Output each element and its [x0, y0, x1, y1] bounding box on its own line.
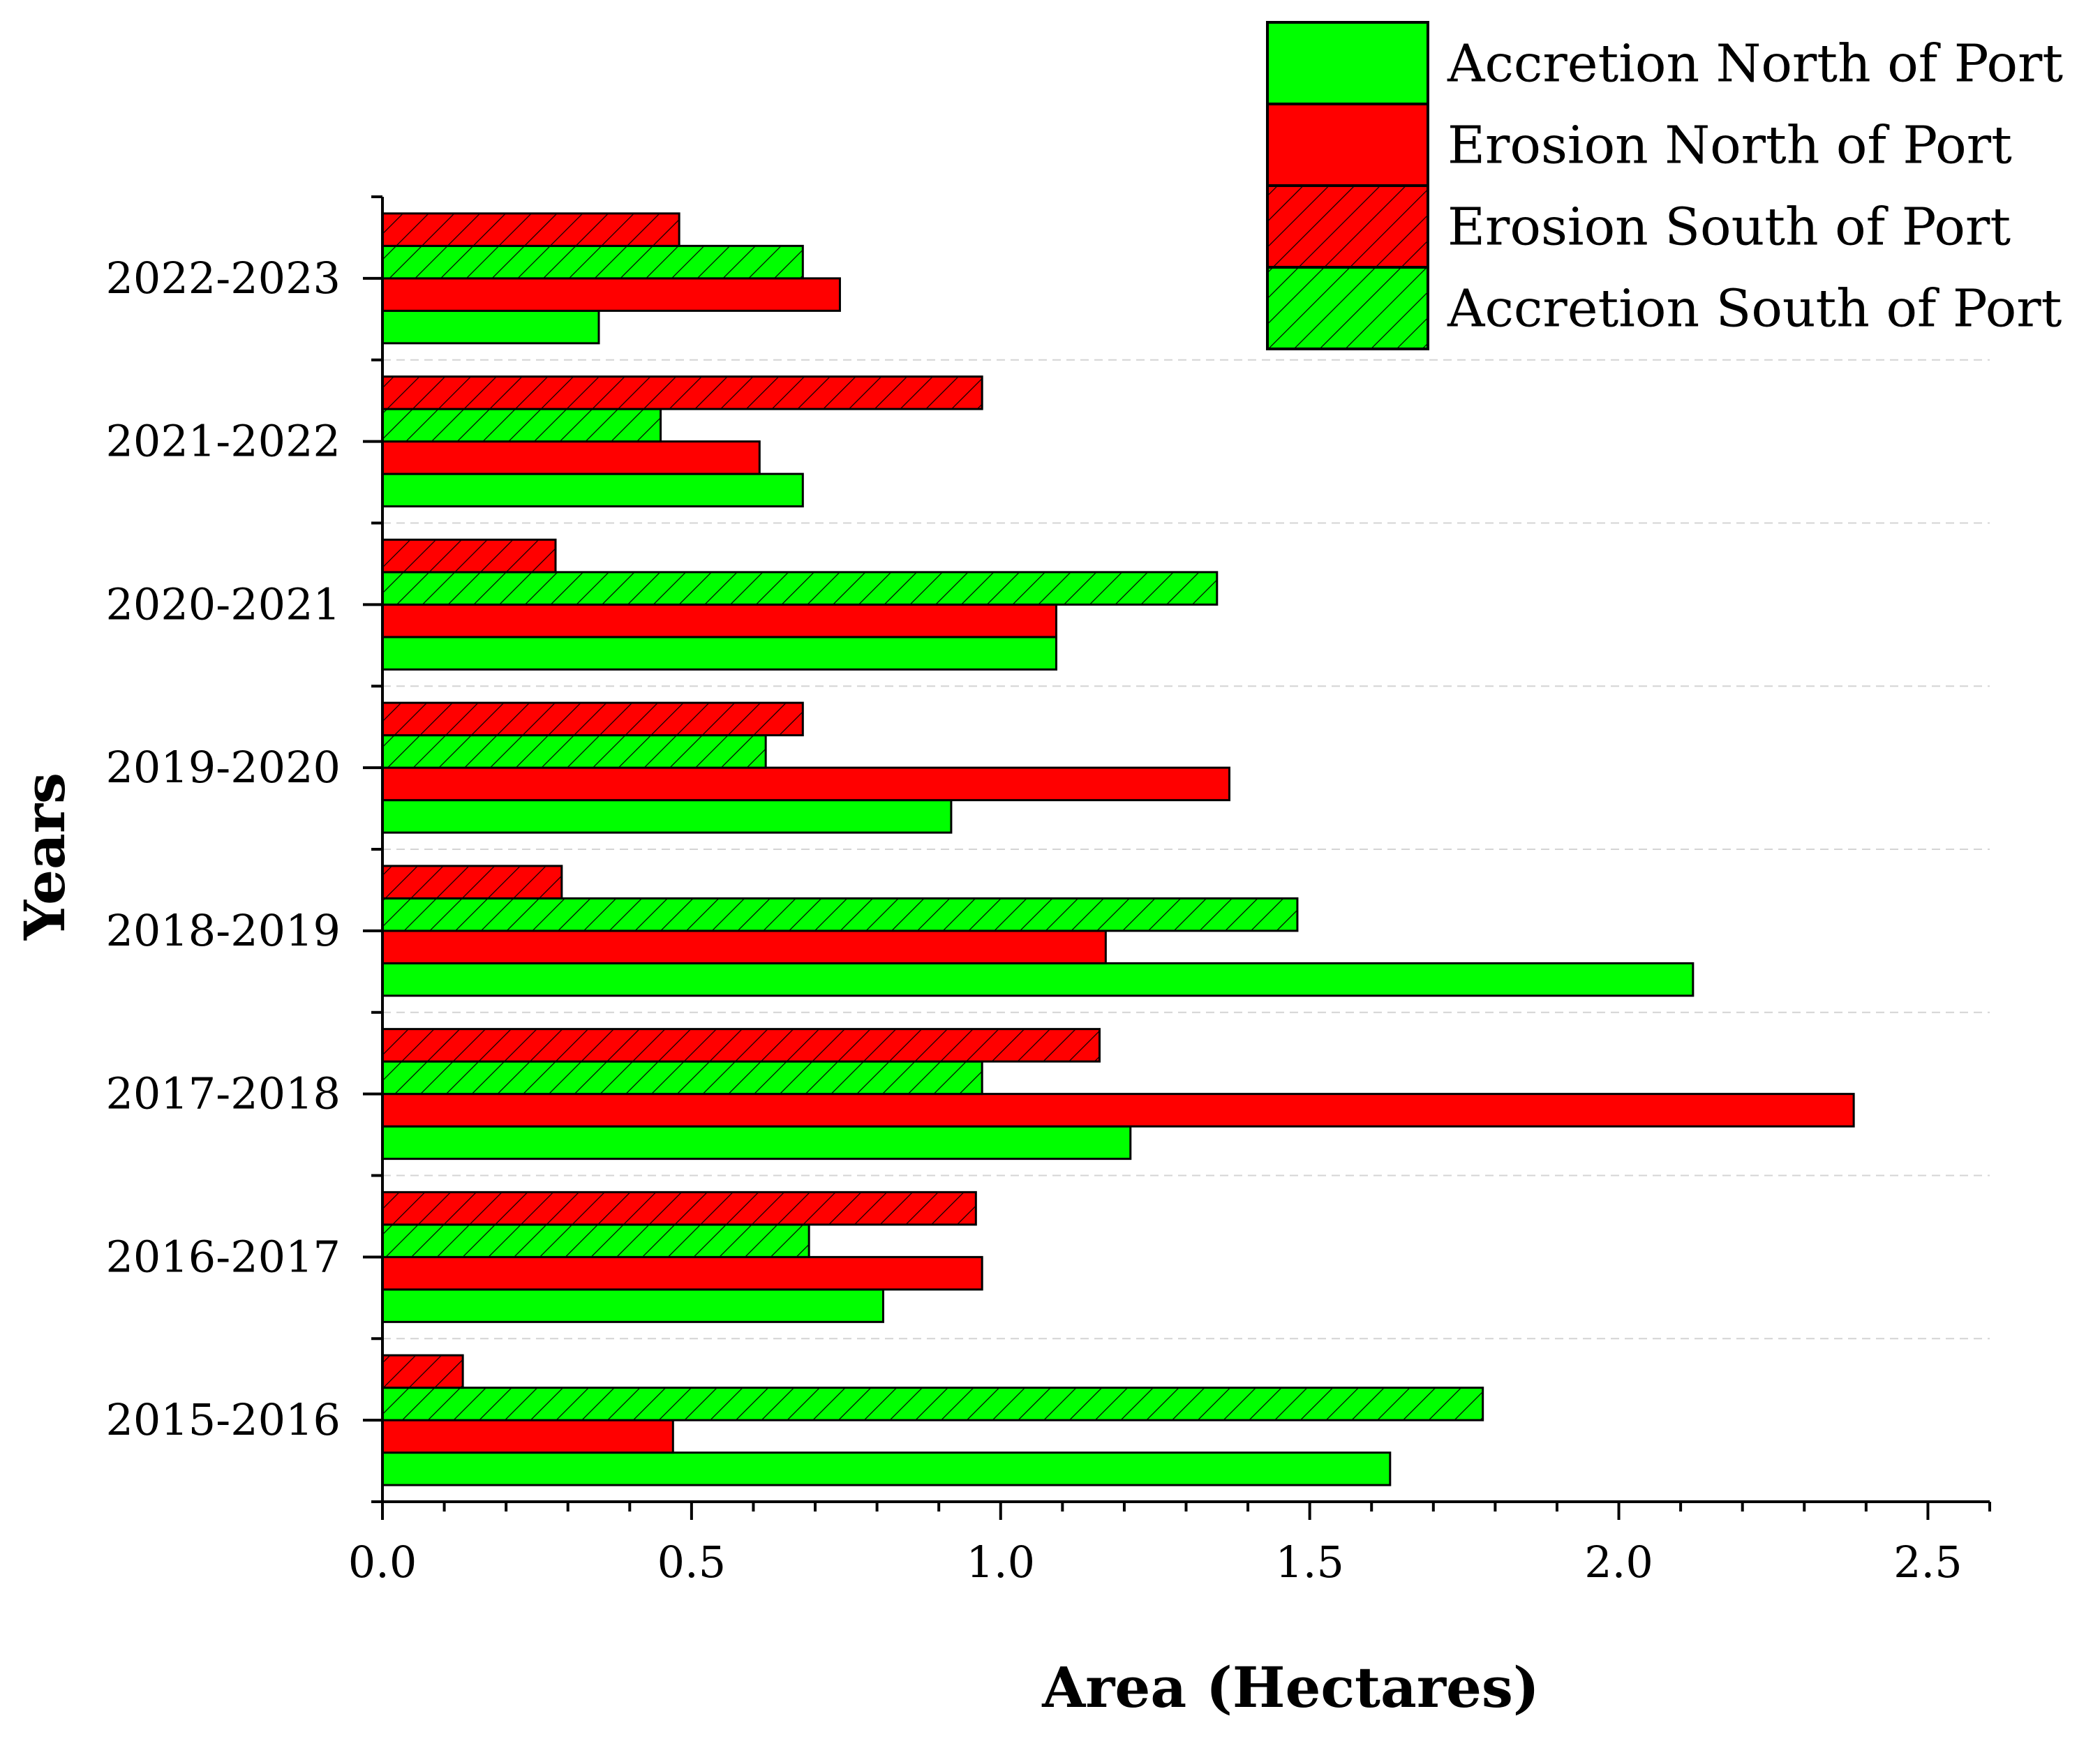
legend-swatch-erosion-south-of-port — [1266, 184, 1429, 269]
bar-accretion-south-of-port-2019-2020 — [381, 734, 767, 769]
y-tick-label: 2015-2016 — [105, 1394, 341, 1445]
bar-accretion-south-of-port-2022-2023 — [381, 244, 804, 280]
y-tick-label: 2019-2020 — [105, 742, 341, 793]
x-tick-label: 0.5 — [657, 1537, 727, 1588]
x-tick-label: 1.0 — [966, 1537, 1035, 1588]
bar-erosion-north-of-port-2015-2016 — [381, 1419, 674, 1454]
bar-accretion-south-of-port-2021-2022 — [381, 408, 662, 443]
y-tick-label: 2022-2023 — [105, 253, 341, 304]
bar-erosion-north-of-port-2018-2019 — [381, 930, 1107, 964]
bar-accretion-north-of-port-2022-2023 — [381, 309, 600, 345]
x-tick-label: 1.5 — [1275, 1537, 1344, 1588]
axes — [363, 195, 1991, 1520]
bar-erosion-south-of-port-2015-2016 — [381, 1354, 464, 1389]
x-tick-label: 2.0 — [1584, 1537, 1653, 1588]
bar-accretion-north-of-port-2018-2019 — [381, 962, 1695, 997]
legend-swatch-accretion-south-of-port — [1266, 266, 1429, 350]
y-tick-label: 2020-2021 — [105, 579, 341, 629]
bar-accretion-north-of-port-2019-2020 — [381, 799, 953, 834]
grid-lines — [382, 359, 1990, 1340]
y-axis-title: Years — [12, 773, 77, 941]
legend-swatch-accretion-north-of-port — [1266, 21, 1429, 105]
bar-erosion-south-of-port-2016-2017 — [381, 1191, 977, 1226]
bar-erosion-south-of-port-2017-2018 — [381, 1028, 1101, 1063]
bar-accretion-north-of-port-2015-2016 — [381, 1451, 1392, 1486]
legend-swatch-erosion-north-of-port — [1266, 103, 1429, 187]
bar-accretion-south-of-port-2020-2021 — [381, 571, 1219, 606]
bar-accretion-south-of-port-2016-2017 — [381, 1223, 810, 1258]
bar-accretion-south-of-port-2017-2018 — [381, 1060, 983, 1096]
bar-accretion-north-of-port-2017-2018 — [381, 1125, 1132, 1160]
bar-accretion-north-of-port-2016-2017 — [381, 1288, 884, 1323]
bar-erosion-north-of-port-2017-2018 — [381, 1093, 1855, 1128]
bar-accretion-south-of-port-2018-2019 — [381, 897, 1299, 932]
bar-erosion-north-of-port-2016-2017 — [381, 1255, 983, 1291]
bar-erosion-north-of-port-2020-2021 — [381, 603, 1057, 639]
bar-erosion-south-of-port-2022-2023 — [381, 212, 680, 247]
legend-label-accretion-north-of-port: Accretion North of Port — [1447, 34, 2063, 94]
x-axis-title: Area (Hectares) — [1041, 1655, 1540, 1720]
legend-label-erosion-south-of-port: Erosion South of Port — [1447, 197, 2011, 258]
legend-label-accretion-south-of-port: Accretion South of Port — [1447, 279, 2062, 339]
x-tick-label: 0.0 — [348, 1537, 417, 1588]
legend-label-erosion-north-of-port: Erosion North of Port — [1447, 116, 2012, 176]
legend: Accretion North of Port Erosion North of … — [1266, 21, 2063, 350]
bar-erosion-north-of-port-2022-2023 — [381, 277, 841, 312]
bar-accretion-north-of-port-2020-2021 — [381, 636, 1057, 671]
x-tick-label: 2.5 — [1893, 1537, 1963, 1588]
bar-erosion-south-of-port-2020-2021 — [381, 538, 557, 574]
bar-erosion-south-of-port-2021-2022 — [381, 375, 983, 410]
y-tick-label: 2017-2018 — [105, 1068, 341, 1119]
tick-labels: 0.0 0.5 1.0 1.5 2.0 2.5 2015-2016 2016-2017 2017… — [105, 253, 1962, 1588]
y-tick-label: 2021-2022 — [105, 416, 341, 467]
bar-erosion-south-of-port-2019-2020 — [381, 701, 804, 737]
bar-erosion-south-of-port-2018-2019 — [381, 865, 563, 900]
y-tick-label: 2018-2019 — [105, 905, 341, 956]
y-tick-label: 2016-2017 — [105, 1231, 341, 1282]
bar-erosion-north-of-port-2021-2022 — [381, 440, 761, 475]
bar-erosion-north-of-port-2019-2020 — [381, 766, 1231, 802]
bar-accretion-south-of-port-2015-2016 — [381, 1387, 1484, 1421]
bar-accretion-north-of-port-2021-2022 — [381, 472, 804, 508]
